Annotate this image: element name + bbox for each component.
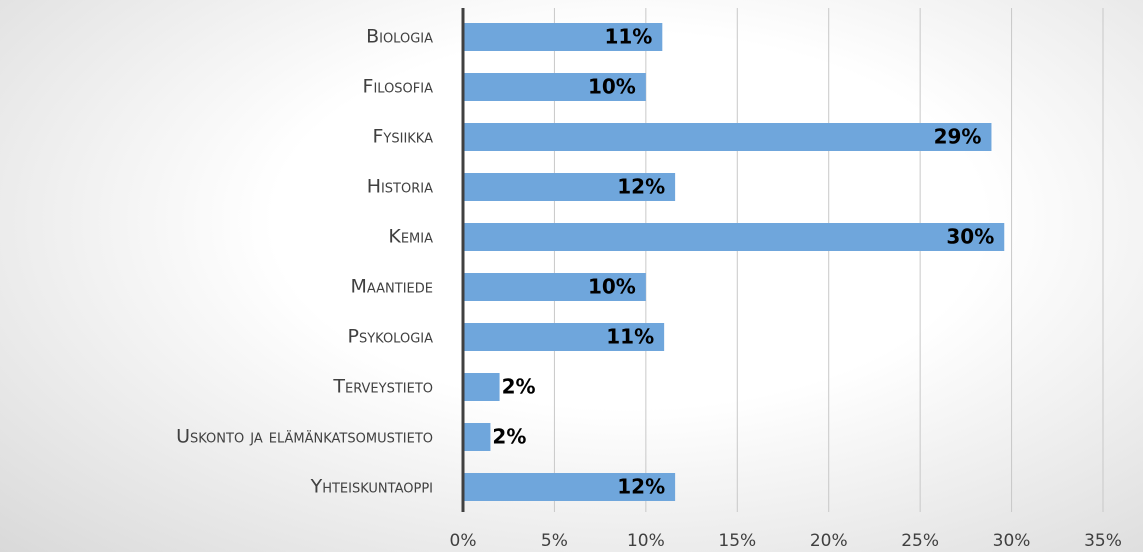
bar <box>463 223 1005 251</box>
x-tick-label: 20% <box>810 531 848 551</box>
data-label: 10% <box>588 75 636 99</box>
data-label: 2% <box>502 375 536 399</box>
y-tick-label: Terveystieto <box>332 376 433 398</box>
x-tick-label: 30% <box>993 531 1031 551</box>
data-label: 2% <box>492 425 526 449</box>
y-tick-label: Yhteiskuntaoppi <box>310 476 433 498</box>
y-tick-label: Historia <box>367 176 433 198</box>
bar <box>463 173 676 201</box>
x-tick-label: 35% <box>1084 531 1122 551</box>
bar <box>463 23 663 51</box>
bar <box>463 423 491 451</box>
bar <box>463 73 646 101</box>
x-tick-label: 10% <box>627 531 665 551</box>
data-label: 11% <box>606 325 654 349</box>
y-tick-label: Filosofia <box>363 76 434 98</box>
y-tick-label: Psykologia <box>347 326 433 348</box>
data-label: 30% <box>946 225 994 249</box>
data-label: 12% <box>617 175 665 199</box>
bar <box>463 323 665 351</box>
y-tick-label: Uskonto ja elämänkatsomustieto <box>176 426 433 448</box>
y-tick-label: Maantiede <box>351 276 433 298</box>
data-label: 29% <box>934 125 982 149</box>
y-tick-label: Fysiikka <box>372 126 433 148</box>
bar <box>463 273 646 301</box>
x-tick-label: 0% <box>450 531 477 551</box>
y-tick-label: Biologia <box>366 26 433 48</box>
data-label: 12% <box>617 475 665 499</box>
x-tick-label: 15% <box>718 531 756 551</box>
y-tick-label: Kemia <box>388 226 433 248</box>
data-label: 10% <box>588 275 636 299</box>
bar <box>463 123 992 151</box>
x-tick-label: 5% <box>541 531 568 551</box>
data-label: 11% <box>604 25 652 49</box>
bar <box>463 373 500 401</box>
x-tick-label: 25% <box>901 531 939 551</box>
bar <box>463 473 676 501</box>
